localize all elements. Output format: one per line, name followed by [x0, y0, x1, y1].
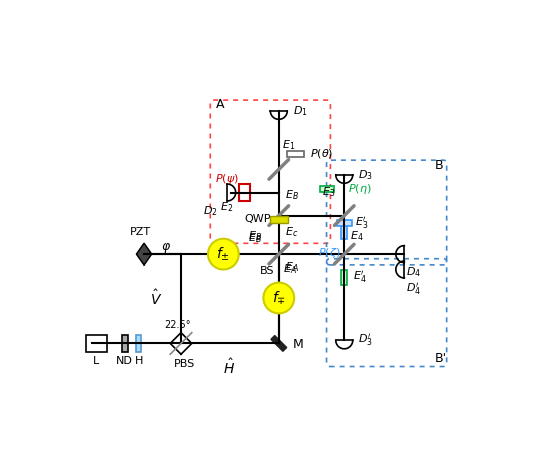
Text: $D_4'$: $D_4'$: [406, 281, 421, 297]
Text: $D_2$: $D_2$: [203, 204, 218, 218]
Bar: [85, 335, 107, 352]
Text: 22.5°: 22.5°: [164, 320, 190, 329]
Text: PZT: PZT: [129, 227, 151, 237]
Bar: [137, 335, 141, 352]
Bar: [239, 184, 250, 201]
Text: $P(\theta)$: $P(\theta)$: [310, 147, 333, 160]
Bar: [337, 220, 352, 226]
Text: $P(\psi)$: $P(\psi)$: [214, 172, 238, 186]
Text: ND: ND: [116, 356, 133, 366]
Text: $E_1$: $E_1$: [282, 139, 295, 152]
Text: $f_{\mp}$: $f_{\mp}$: [272, 289, 286, 307]
Text: M: M: [293, 339, 304, 352]
Bar: [341, 223, 347, 239]
Text: $P(\zeta)$: $P(\zeta)$: [318, 246, 341, 261]
Circle shape: [208, 239, 239, 269]
Text: H: H: [134, 356, 143, 366]
Text: $E_A$: $E_A$: [283, 262, 297, 276]
Bar: [320, 186, 334, 192]
Text: $\varphi$: $\varphi$: [161, 241, 171, 255]
Circle shape: [263, 283, 294, 313]
Text: $E_4'$: $E_4'$: [354, 269, 367, 285]
Text: B: B: [434, 159, 443, 172]
Bar: [270, 216, 288, 223]
Bar: [341, 269, 347, 285]
Text: A: A: [215, 98, 224, 111]
Text: $E_c$: $E_c$: [285, 225, 298, 239]
Text: $E_3'$: $E_3'$: [355, 215, 368, 231]
Text: $E_B$: $E_B$: [248, 230, 262, 243]
Text: QWP: QWP: [245, 214, 271, 225]
Text: $\hat{V}$: $\hat{V}$: [150, 289, 163, 308]
Text: $D_3$: $D_3$: [358, 168, 373, 182]
Text: $D_1$: $D_1$: [293, 104, 307, 118]
Text: $P(\eta)$: $P(\eta)$: [348, 182, 372, 195]
Text: $E_B$: $E_B$: [248, 231, 262, 245]
Text: L: L: [93, 356, 100, 366]
Text: $E_3$: $E_3$: [322, 185, 335, 199]
Text: $E_4$: $E_4$: [350, 230, 364, 243]
Text: $D_4$: $D_4$: [406, 266, 421, 280]
Text: B': B': [434, 352, 447, 365]
Polygon shape: [271, 335, 287, 351]
Text: $E_2$: $E_2$: [220, 200, 233, 214]
Text: PBS: PBS: [174, 359, 195, 369]
Text: $E_A$: $E_A$: [285, 260, 299, 274]
Polygon shape: [137, 243, 152, 265]
Text: $D_3'$: $D_3'$: [358, 332, 373, 348]
Text: $f_{\pm}$: $f_{\pm}$: [217, 245, 230, 263]
Text: $E_B$: $E_B$: [285, 188, 299, 202]
Text: BS: BS: [259, 267, 274, 276]
Bar: [287, 151, 304, 157]
Text: $\hat{H}$: $\hat{H}$: [224, 357, 236, 377]
Bar: [122, 335, 128, 352]
